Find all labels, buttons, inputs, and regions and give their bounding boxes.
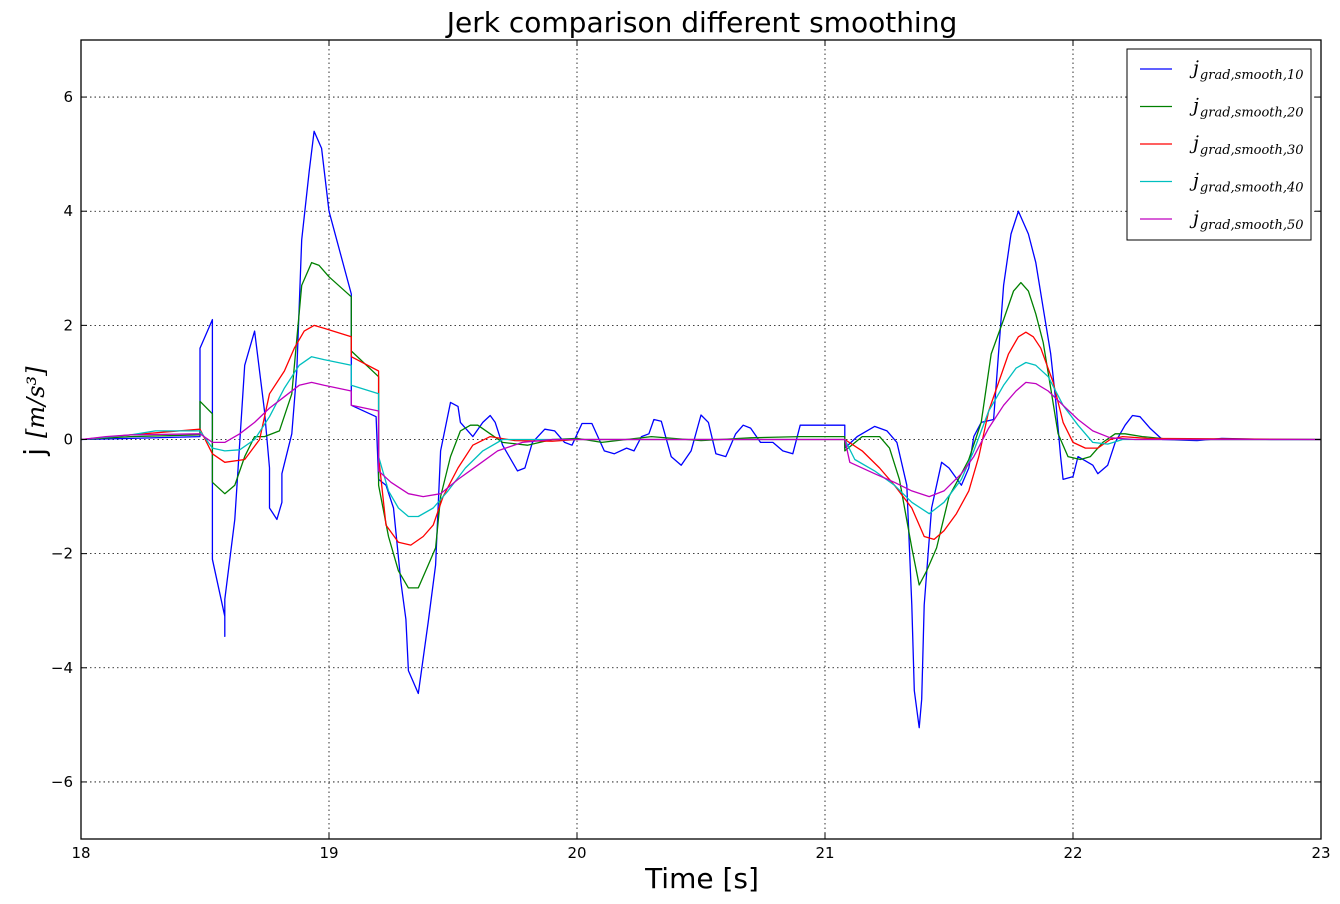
legend-label-subscript: grad,smooth,50 <box>1200 218 1304 233</box>
chart-title: Jerk comparison different smoothing <box>445 6 957 39</box>
x-tick-label: 18 <box>71 844 90 862</box>
x-tick-label: 23 <box>1311 844 1330 862</box>
legend-label-subscript: grad,smooth,40 <box>1200 181 1304 196</box>
x-tick-label: 21 <box>815 844 834 862</box>
legend-label-subscript: grad,smooth,10 <box>1200 68 1304 83</box>
legend-label-subscript: grad,smooth,20 <box>1200 106 1304 121</box>
series-line-1 <box>81 130 1321 729</box>
y-axis-label-main: j <box>18 448 51 457</box>
series-lines <box>81 130 1321 729</box>
y-tick-label: 6 <box>63 88 73 106</box>
x-axis-label: Time [s] <box>644 862 759 895</box>
legend-label-subscript: grad,smooth,30 <box>1200 143 1304 158</box>
y-axis-label-unit: [m/s³] <box>22 366 50 438</box>
y-axis-label: j [m/s³] <box>18 366 51 457</box>
legend: jgrad,smooth,10jgrad,smooth,20jgrad,smoo… <box>1126 48 1312 241</box>
axis-ticks: 18 19 20 21 22 23 −6 −4 −2 0 2 4 6 <box>51 40 1331 862</box>
y-tick-label: −4 <box>51 659 73 677</box>
x-tick-label: 19 <box>319 844 338 862</box>
y-tick-label: 4 <box>63 202 73 220</box>
series-line-2 <box>81 261 1321 589</box>
y-tick-label: −2 <box>51 545 73 563</box>
series-line-5 <box>81 381 1321 498</box>
x-tick-label: 22 <box>1063 844 1082 862</box>
y-tick-label: 0 <box>63 431 73 449</box>
x-tick-label: 20 <box>567 844 586 862</box>
series-line-4 <box>81 356 1321 518</box>
y-tick-label: −6 <box>51 773 73 791</box>
y-tick-label: 2 <box>63 316 73 334</box>
